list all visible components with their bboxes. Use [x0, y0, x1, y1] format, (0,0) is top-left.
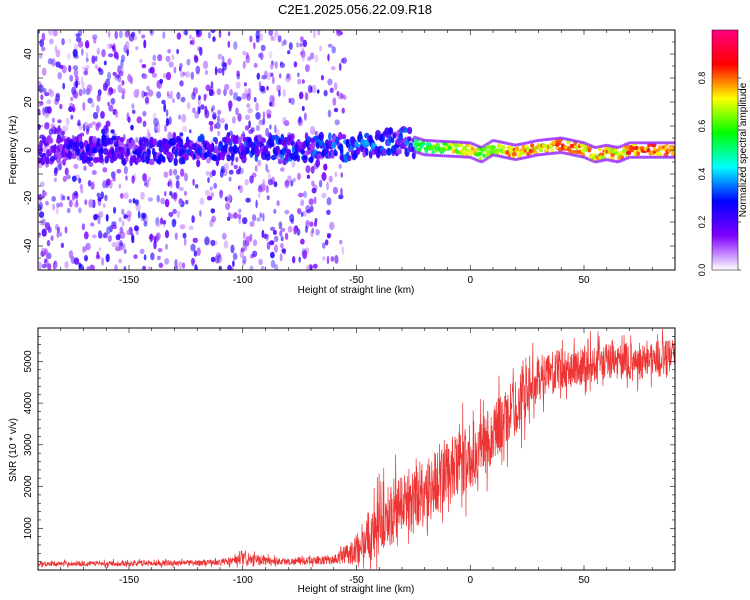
snr-y-axis-label: SNR (10 * v/v): [8, 418, 19, 482]
snr-x-axis-label: Height of straight line (km): [298, 584, 415, 595]
spectrogram-y-tick-label: -40: [23, 238, 34, 253]
spectrogram-x-tick-label: 50: [578, 275, 590, 286]
snr-y-tick-label: 5000: [23, 350, 34, 373]
spectrogram-ridge-layer: [38, 125, 675, 167]
spectrogram-x-tick-label: 0: [467, 275, 473, 286]
snr-y-tick-label: 2000: [23, 475, 34, 498]
snr-y-ticks: 1000 2000 3000 4000 5000: [23, 327, 675, 571]
colorbar: 0.0 0.2 0.4 0.6 0.8 Normalized spectral ampl…: [697, 29, 749, 277]
spectrogram-x-axis-label: Height of straight line (km): [298, 285, 415, 296]
colorbar-tick-label: 0.4: [697, 168, 707, 181]
colorbar-label: Normalized spectral amplitude: [738, 82, 749, 217]
snr-x-ticks: -150 -100 -50 0 50: [60, 328, 676, 586]
spectrogram-x-tick-label: -150: [119, 275, 139, 286]
spectrogram-y-ticks: -40 -20 0 20 40: [23, 29, 675, 271]
spectrogram-y-tick-label: 0: [23, 147, 34, 153]
spectrogram-panel: -150 -100 -50 0 50 -40 -20 0 20 40 Height of str…: [8, 29, 676, 296]
spectrogram-x-tick-label: -100: [233, 275, 253, 286]
colorbar-tick-label: 0.2: [697, 216, 707, 229]
snr-y-tick-label: 1000: [23, 517, 34, 540]
spectrogram-x-ticks: -150 -100 -50 0 50: [60, 30, 676, 286]
figure-title: C2E1.2025.056.22.09.R18: [278, 2, 432, 17]
snr-x-tick-label: 50: [578, 575, 590, 586]
spectrogram-x-tick-label: -50: [349, 275, 364, 286]
spectrogram-y-axis-label: Frequency (Hz): [8, 116, 19, 185]
snr-x-tick-label: 0: [467, 575, 473, 586]
snr-plot-area: [38, 328, 675, 570]
spectrogram-y-tick-label: 20: [23, 96, 34, 108]
snr-series-line: [38, 328, 675, 570]
snr-y-tick-label: 4000: [23, 392, 34, 415]
colorbar-tick-label: 0.8: [697, 72, 707, 85]
spectrogram-y-tick-label: 40: [23, 48, 34, 60]
snr-x-tick-label: -100: [233, 575, 253, 586]
snr-x-tick-label: -50: [349, 575, 364, 586]
snr-x-tick-label: -150: [119, 575, 139, 586]
colorbar-ticks: 0.0 0.2 0.4 0.6 0.8: [697, 72, 741, 277]
spectrogram-y-tick-label: -20: [23, 190, 34, 205]
colorbar-gradient: [711, 29, 739, 271]
colorbar-tick-label: 0.0: [697, 264, 707, 277]
snr-y-tick-label: 3000: [23, 433, 34, 456]
snr-panel: -150 -100 -50 0 50 1000 2000 3000 4000 5000 Heig…: [8, 327, 676, 595]
colorbar-tick-label: 0.6: [697, 120, 707, 133]
